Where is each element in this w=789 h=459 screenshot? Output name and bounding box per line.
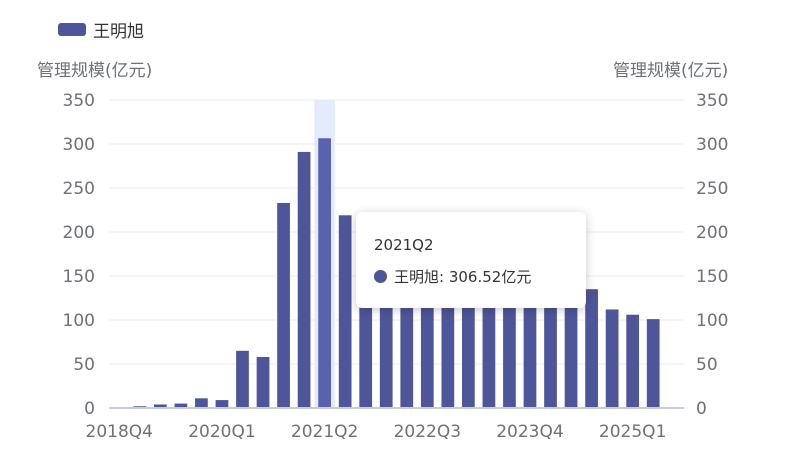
- bar[interactable]: [585, 289, 598, 408]
- bar[interactable]: [441, 277, 455, 408]
- bar[interactable]: [544, 298, 557, 408]
- tooltip-value: 306.52亿元: [448, 268, 532, 286]
- tooltip: 2021Q2 王明旭: 306.52亿元: [356, 212, 586, 308]
- y-tick-label-right: 200: [696, 223, 728, 243]
- legend-label: 王明旭: [93, 21, 144, 42]
- left-y-axis-ticks: 0 50 100 150 200 250 300 350: [63, 91, 95, 419]
- right-axis-title: 管理规模(亿元): [613, 61, 729, 81]
- bar[interactable]: [195, 398, 208, 408]
- tooltip-separator: :: [439, 267, 449, 286]
- bar[interactable]: [564, 299, 578, 408]
- y-tick-label-left: 250: [63, 179, 95, 199]
- tooltip-title: 2021Q2: [374, 236, 434, 254]
- y-tick-label-right: 250: [696, 179, 728, 199]
- y-tick-label-left: 100: [63, 311, 95, 331]
- bar[interactable]: [605, 309, 619, 408]
- left-axis-title: 管理规模(亿元): [37, 61, 153, 81]
- y-tick-label-left: 150: [63, 267, 95, 287]
- x-tick-label: 2020Q1: [188, 422, 255, 442]
- bar[interactable]: [215, 400, 229, 408]
- y-tick-label-right: 100: [696, 311, 728, 331]
- bar[interactable]: [153, 404, 167, 408]
- bar[interactable]: [236, 350, 249, 408]
- bar[interactable]: [482, 289, 496, 408]
- bar[interactable]: [256, 356, 270, 408]
- y-tick-label-left: 200: [63, 223, 95, 243]
- y-tick-label-left: 50: [73, 355, 95, 375]
- y-tick-label-left: 300: [63, 135, 95, 155]
- x-tick-label: 2018Q4: [86, 422, 153, 442]
- bar[interactable]: [338, 215, 352, 408]
- bar[interactable]: [318, 138, 331, 409]
- bar[interactable]: [646, 319, 660, 408]
- right-y-axis-ticks: 0 50 100 150 200 250 300 350: [696, 91, 728, 419]
- bar[interactable]: [523, 303, 537, 408]
- bar[interactable]: [174, 403, 188, 408]
- x-axis-ticks: 2018Q4 2020Q1 2021Q2 2022Q3 2023Q4 2025Q1: [86, 422, 667, 442]
- x-tick-label: 2021Q2: [291, 422, 358, 442]
- x-tick-label: 2025Q1: [599, 422, 666, 442]
- tooltip-series-name: 王明旭: [394, 268, 440, 286]
- y-tick-label-right: 50: [696, 355, 718, 375]
- y-tick-label-right: 150: [696, 267, 728, 287]
- legend[interactable]: 王明旭: [58, 16, 144, 42]
- y-tick-label-left: 350: [63, 91, 95, 111]
- x-tick-label: 2023Q4: [496, 422, 563, 442]
- bar[interactable]: [503, 292, 516, 408]
- bar[interactable]: [277, 202, 290, 408]
- bar[interactable]: [462, 284, 475, 408]
- bar[interactable]: [626, 314, 640, 408]
- legend-swatch: [58, 22, 86, 36]
- y-tick-label-right: 300: [696, 135, 728, 155]
- bar[interactable]: [297, 151, 311, 409]
- tooltip-row: 王明旭: 306.52亿元: [374, 266, 531, 287]
- x-tick-label: 2022Q3: [394, 422, 461, 442]
- y-tick-label-right: 0: [696, 399, 707, 419]
- tooltip-series-dot: [374, 270, 387, 283]
- y-tick-label-right: 350: [696, 91, 728, 111]
- y-tick-label-left: 0: [84, 399, 95, 419]
